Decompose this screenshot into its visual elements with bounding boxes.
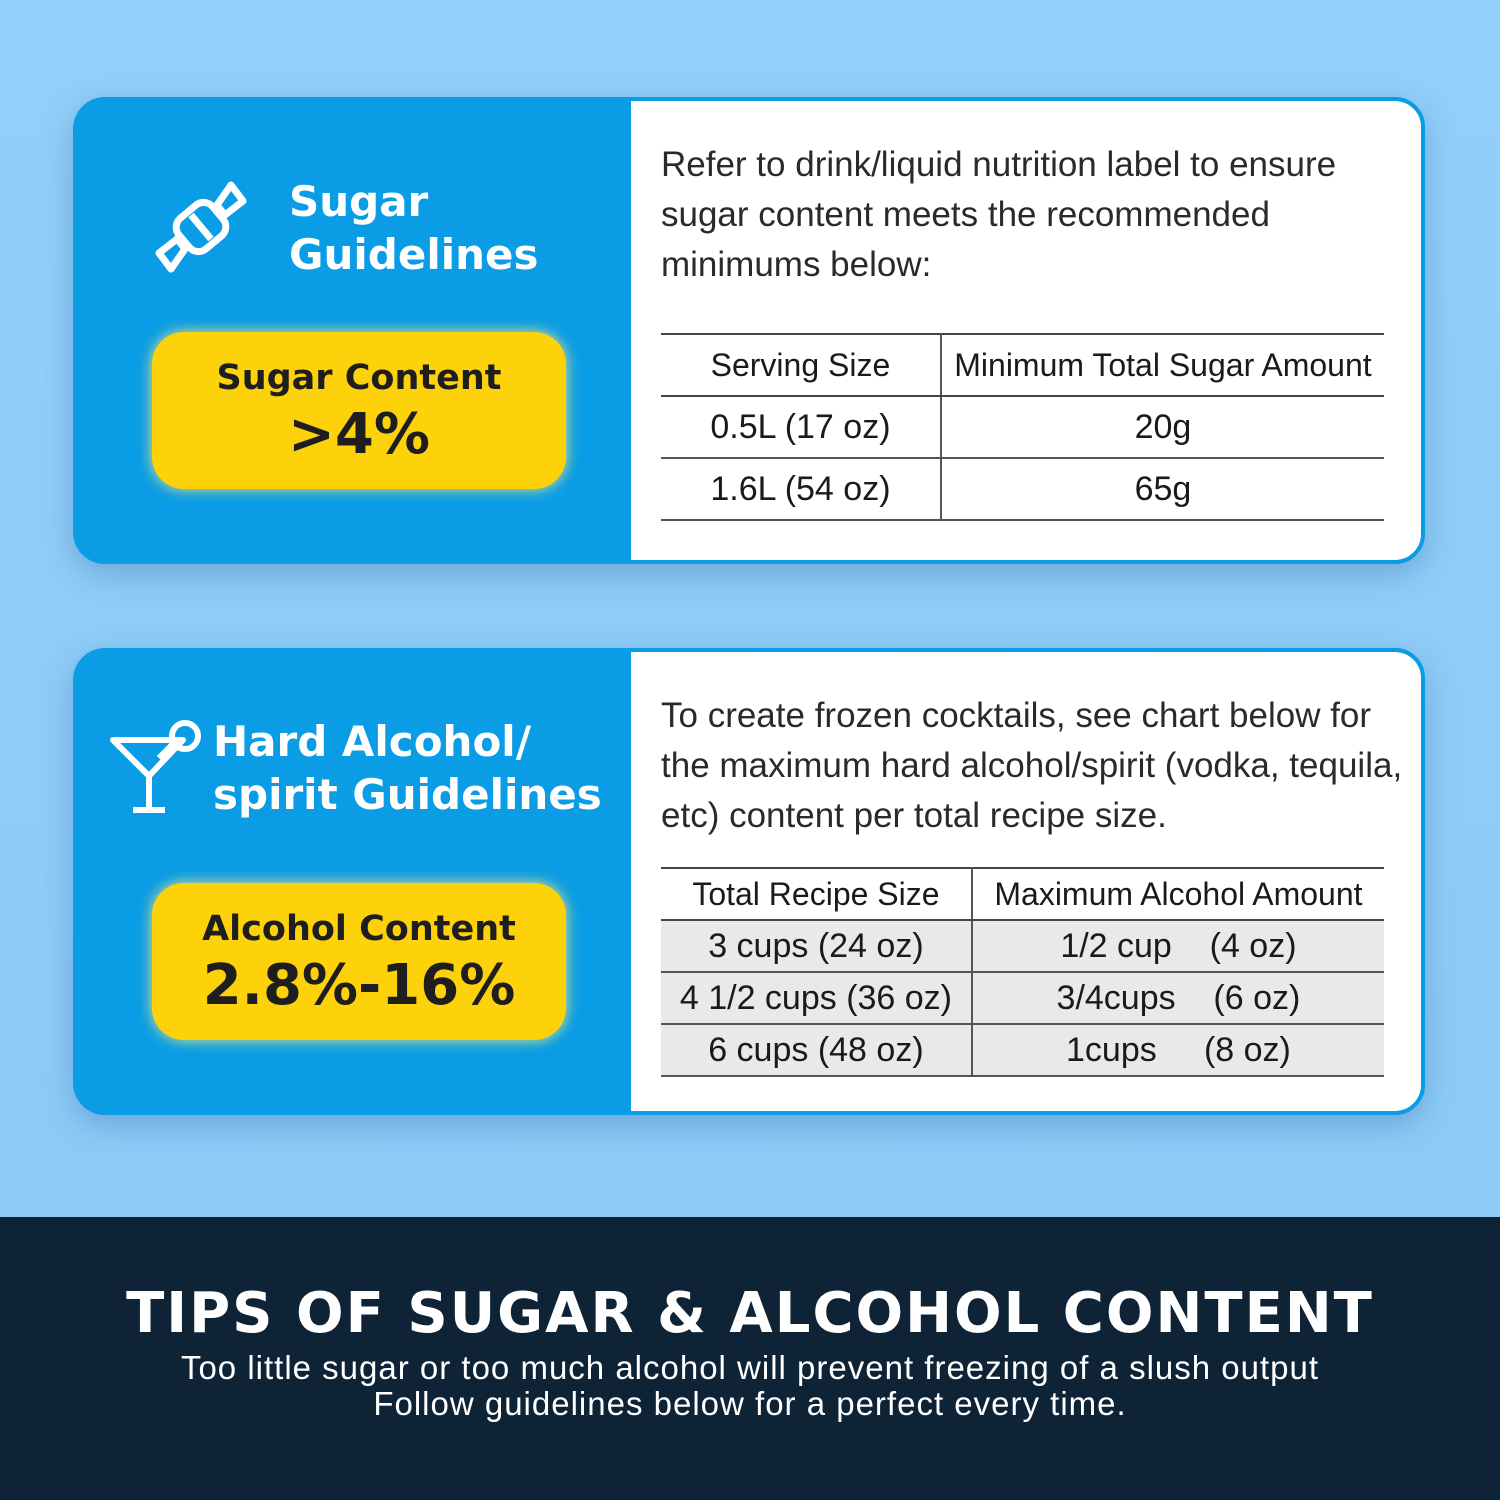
title-line: Guidelines — [289, 230, 539, 279]
table-cell: 4 1/2 cups (36 oz) — [661, 972, 973, 1025]
icon — [109, 718, 209, 823]
table-cell: 6 cups (48 oz) — [661, 1024, 973, 1077]
header-cell: Serving Size — [661, 333, 942, 397]
description: To create frozen cocktails, see chart be… — [661, 696, 1403, 835]
header-cell: Total Recipe Size — [661, 867, 973, 921]
badge-label: Sugar Content — [216, 358, 502, 398]
header-cell: Minimum Total Sugar Amount — [940, 333, 1384, 397]
table-cell: 65g — [940, 458, 1384, 521]
badge-value: >4% — [288, 402, 430, 467]
badge-label: Alcohol Content — [202, 909, 516, 949]
candy-icon — [155, 181, 247, 273]
header-cell: Maximum Alcohol Amount — [971, 867, 1384, 921]
table-row: 3 cups (24 oz) 1/2 cup (4 oz) — [661, 920, 1384, 973]
table-cell: 20g — [940, 396, 1384, 459]
cocktail-icon — [110, 720, 201, 813]
badge: Sugar Content >4% — [152, 332, 566, 489]
card-title: Hard Alcohol/spirit Guidelines — [213, 715, 602, 821]
table-cell: 1.6L (54 oz) — [661, 458, 942, 521]
badge: Alcohol Content 2.8%-16% — [152, 883, 566, 1040]
table-cell: 0.5L (17 oz) — [661, 396, 942, 459]
footer-title: TIPS OF SUGAR & ALCOHOL CONTENT — [126, 1281, 1374, 1346]
icon — [151, 177, 251, 282]
table-cell: 1/2 cup (4 oz) — [971, 920, 1384, 973]
badge-value: 2.8%-16% — [202, 953, 516, 1018]
footer-subtitle: Too little sugar or too much alcohol wil… — [180, 1349, 1320, 1422]
description: Refer to drink/liquid nutrition label to… — [661, 145, 1337, 284]
guideline-card: Sugar Guidelines Sugar Content >4% Refer to … — [73, 97, 1425, 564]
table-cell: 3 cups (24 oz) — [661, 920, 973, 973]
title-line: Sugar — [289, 177, 429, 226]
table-cell: 1cups (8 oz) — [971, 1024, 1384, 1077]
guideline-table: Total Recipe Size Maximum Alcohol Amount 3… — [661, 867, 1384, 1077]
table-header: Serving Size Minimum Total Sugar Amount — [661, 333, 1384, 397]
title-line: Hard Alcohol/ — [213, 717, 532, 766]
table-cell: 3/4cups (6 oz) — [971, 972, 1384, 1025]
card-title: Sugar Guidelines — [289, 175, 539, 281]
guideline-table: Serving Size Minimum Total Sugar Amount 0.… — [661, 333, 1384, 521]
table-row: 1.6L (54 oz) 65g — [661, 458, 1384, 521]
table-row: 4 1/2 cups (36 oz) 3/4cups (6 oz) — [661, 972, 1384, 1025]
table-row: 0.5L (17 oz) 20g — [661, 396, 1384, 459]
title-line: spirit Guidelines — [213, 770, 602, 819]
guideline-card: Hard Alcohol/spirit Guidelines Alcohol Co… — [73, 648, 1425, 1115]
footer: TIPS OF SUGAR & ALCOHOL CONTENT Too litt… — [0, 1217, 1500, 1500]
table-row: 6 cups (48 oz) 1cups (8 oz) — [661, 1024, 1384, 1077]
table-header: Total Recipe Size Maximum Alcohol Amount — [661, 867, 1384, 921]
